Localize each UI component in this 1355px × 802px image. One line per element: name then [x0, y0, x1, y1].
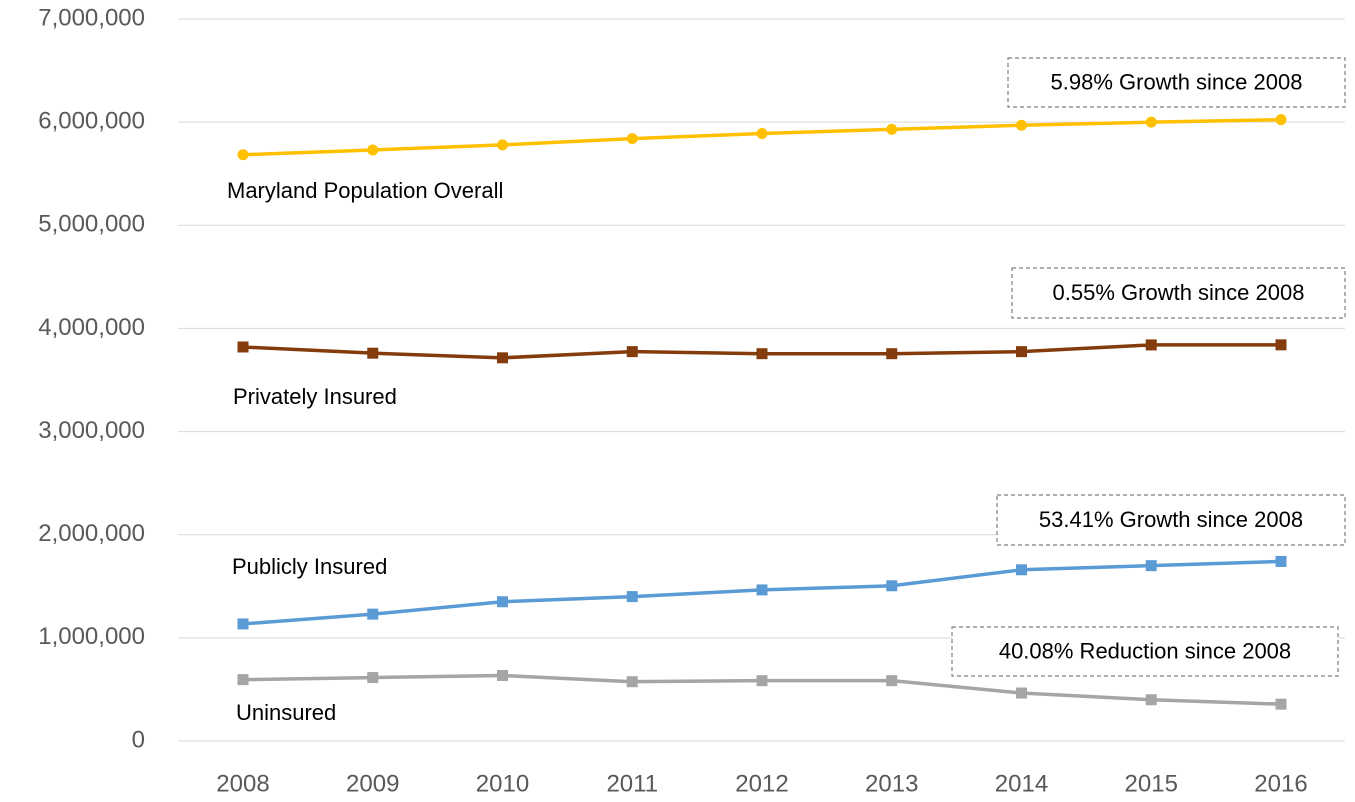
annotation-box [1007, 57, 1346, 108]
point [237, 674, 249, 686]
x-tick-label: 2013 [865, 770, 918, 797]
annotation-box [951, 626, 1339, 677]
point [756, 675, 768, 687]
point [756, 584, 768, 596]
point [1145, 694, 1157, 706]
point [626, 676, 638, 688]
x-tick-label: 2016 [1254, 770, 1307, 797]
point [1016, 687, 1027, 699]
point [626, 133, 638, 145]
series-label: Maryland Population Overall [227, 178, 503, 203]
point [1275, 114, 1287, 126]
x-tick-label: 2009 [346, 770, 399, 797]
point [237, 618, 249, 630]
point [886, 675, 898, 687]
point [1016, 346, 1027, 358]
point [626, 591, 638, 603]
point [367, 608, 379, 620]
y-tick-label: 6,000,000 [38, 107, 145, 134]
point [756, 127, 768, 139]
point [1016, 564, 1027, 576]
point [1275, 698, 1287, 710]
annotation-box [996, 494, 1346, 546]
annotation: 5.98% Growth since 2008 [1051, 69, 1303, 94]
point [1145, 560, 1157, 572]
annotation: 40.08% Reduction since 2008 [999, 638, 1291, 663]
point [497, 139, 508, 151]
point [367, 347, 379, 359]
point [367, 672, 379, 684]
point [1016, 119, 1027, 131]
y-tick-label: 2,000,000 [38, 520, 145, 547]
series-label: Uninsured [236, 700, 336, 725]
annotation: 0.55% Growth since 2008 [1053, 280, 1305, 305]
x-tick-label: 2011 [606, 770, 658, 797]
point [756, 348, 768, 360]
point [497, 670, 508, 682]
point [237, 149, 249, 161]
point [1145, 339, 1157, 351]
series-label: Publicly Insured [232, 554, 387, 579]
x-tick-label: 2008 [216, 770, 269, 797]
point [497, 596, 508, 608]
x-tick-label: 2012 [735, 770, 788, 797]
point [1275, 339, 1287, 351]
y-tick-label: 1,000,000 [38, 623, 145, 650]
point [886, 348, 898, 360]
point [886, 123, 898, 135]
x-tick-label: 2014 [995, 770, 1048, 797]
point [1145, 116, 1157, 128]
point [626, 346, 638, 358]
point [1275, 555, 1287, 567]
y-tick-label: 5,000,000 [38, 211, 145, 238]
y-tick-label: 3,000,000 [38, 417, 145, 444]
point [886, 580, 898, 592]
x-tick-label: 2010 [476, 770, 529, 797]
series-label: Privately Insured [233, 384, 397, 409]
point [237, 341, 249, 353]
y-tick-label: 0 [132, 726, 145, 753]
y-tick-label: 7,000,000 [38, 4, 145, 31]
annotation-box [1011, 267, 1346, 319]
point [497, 352, 508, 364]
y-tick-label: 4,000,000 [38, 314, 145, 341]
point [367, 144, 379, 156]
x-tick-label: 2015 [1125, 770, 1178, 797]
annotation: 53.41% Growth since 2008 [1039, 507, 1303, 532]
